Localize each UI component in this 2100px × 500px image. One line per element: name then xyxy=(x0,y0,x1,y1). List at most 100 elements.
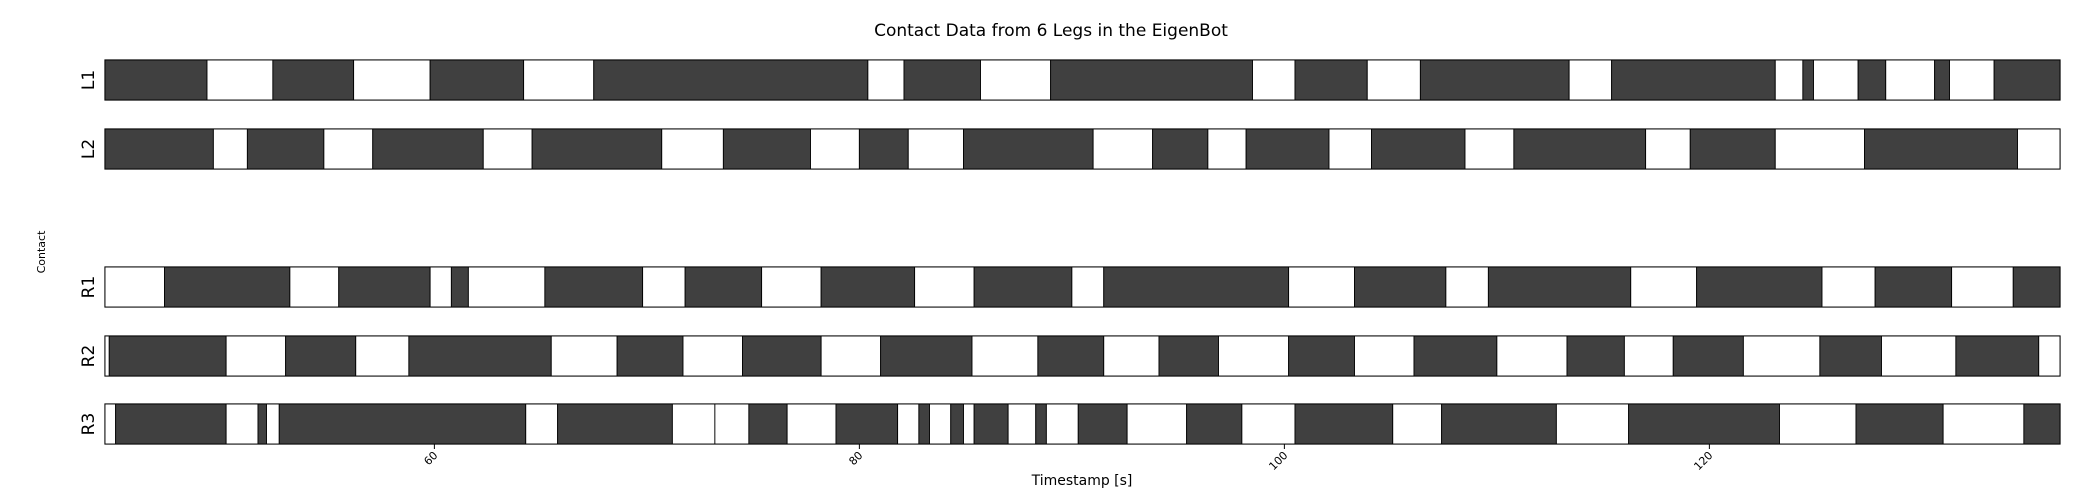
contact-segment xyxy=(1689,128,1776,170)
swing-segment xyxy=(1071,266,1105,308)
contact-segment xyxy=(835,403,899,445)
x-tick-label: 120 xyxy=(1691,449,1715,473)
swing-segment xyxy=(642,266,686,308)
swing-segment xyxy=(1881,335,1957,377)
contact-segment xyxy=(2012,266,2061,308)
contact-segment xyxy=(164,266,291,308)
contact-segment xyxy=(742,335,822,377)
swing-segment xyxy=(2038,335,2061,377)
contact-segment xyxy=(408,335,552,377)
swing-segment xyxy=(1392,403,1443,445)
contact-segment xyxy=(1413,335,1498,377)
contact-segment xyxy=(257,403,267,445)
swing-segment xyxy=(867,59,905,101)
contact-segment xyxy=(973,266,1073,308)
swing-segment xyxy=(1885,59,1936,101)
contact-segment xyxy=(1158,335,1219,377)
contact-segment xyxy=(104,128,214,170)
swing-segment xyxy=(1568,59,1613,101)
contact-segment xyxy=(557,403,673,445)
swing-segment xyxy=(353,59,431,101)
swing-segment xyxy=(980,59,1052,101)
swing-segment xyxy=(682,335,743,377)
swing-segment xyxy=(1007,403,1037,445)
contact-segment xyxy=(973,403,1009,445)
swing-segment xyxy=(104,266,165,308)
contact-segment xyxy=(1955,335,2040,377)
row-r1: R1 xyxy=(79,266,2061,308)
swing-segment xyxy=(206,59,274,101)
swing-segment xyxy=(525,403,559,445)
swing-segment xyxy=(1949,59,1995,101)
contact-segment xyxy=(722,128,811,170)
swing-segment xyxy=(761,266,822,308)
row-label: L1 xyxy=(79,70,99,90)
swing-segment xyxy=(1951,266,2014,308)
swing-segment xyxy=(963,403,975,445)
swing-segment xyxy=(225,403,259,445)
row-label: R1 xyxy=(79,276,99,299)
contact-rows: L1 L2 R1 R2 R3 xyxy=(79,59,2061,445)
contact-segment xyxy=(963,128,1094,170)
swing-segment xyxy=(429,266,452,308)
swing-segment xyxy=(671,403,716,445)
x-tick-label: 60 xyxy=(421,449,440,468)
contact-segment xyxy=(531,128,663,170)
contact-segment xyxy=(1035,403,1047,445)
contact-segment xyxy=(115,403,227,445)
swing-segment xyxy=(225,335,287,377)
swing-segment xyxy=(1366,59,1421,101)
swing-segment xyxy=(1252,59,1296,101)
row-label: R2 xyxy=(79,345,99,368)
swing-segment xyxy=(1464,128,1515,170)
swing-segment xyxy=(2017,128,2061,170)
swing-segment xyxy=(1045,403,1079,445)
row-label: R3 xyxy=(79,413,99,436)
swing-segment xyxy=(1645,128,1691,170)
contact-segment xyxy=(1802,59,1814,101)
contact-segment xyxy=(1441,403,1557,445)
swing-segment xyxy=(897,403,920,445)
swing-segment xyxy=(971,335,1039,377)
swing-segment xyxy=(550,335,618,377)
swing-segment xyxy=(289,266,340,308)
contact-segment xyxy=(429,59,525,101)
contact-segment xyxy=(1288,335,1355,377)
swing-segment xyxy=(467,266,546,308)
swing-segment xyxy=(104,403,117,445)
contact-segment xyxy=(1103,266,1290,308)
swing-segment xyxy=(786,403,837,445)
swing-segment xyxy=(1774,128,1865,170)
chart-title: Contact Data from 6 Legs in the EigenBot xyxy=(874,21,1228,41)
x-axis-label: Timestamp [s] xyxy=(1031,473,1133,489)
row-l1: L1 xyxy=(79,59,2061,101)
row-label: L2 xyxy=(79,139,99,159)
swing-segment xyxy=(1623,335,1674,377)
contact-segment xyxy=(858,128,909,170)
x-tick-label: 100 xyxy=(1266,449,1290,473)
contact-segment xyxy=(2023,403,2061,445)
contact-segment xyxy=(1037,335,1105,377)
row-r3: R3 xyxy=(79,403,2061,445)
contact-segment xyxy=(1513,128,1647,170)
swing-segment xyxy=(323,128,374,170)
contact-segment xyxy=(684,266,763,308)
swing-segment xyxy=(355,335,410,377)
contact-segment xyxy=(278,403,527,445)
swing-segment xyxy=(820,335,882,377)
swing-segment xyxy=(661,128,724,170)
swing-segment xyxy=(1241,403,1296,445)
contact-segment xyxy=(820,266,916,308)
swing-segment xyxy=(1354,335,1415,377)
contact-segment xyxy=(272,59,355,101)
contact-segment xyxy=(1294,403,1394,445)
contact-segment xyxy=(616,335,684,377)
swing-segment xyxy=(1092,128,1154,170)
swing-segment xyxy=(810,128,860,170)
contact-segment xyxy=(1874,266,1953,308)
contact-segment xyxy=(1419,59,1570,101)
contact-segment xyxy=(1294,59,1368,101)
swing-segment xyxy=(523,59,595,101)
swing-segment xyxy=(1328,128,1372,170)
